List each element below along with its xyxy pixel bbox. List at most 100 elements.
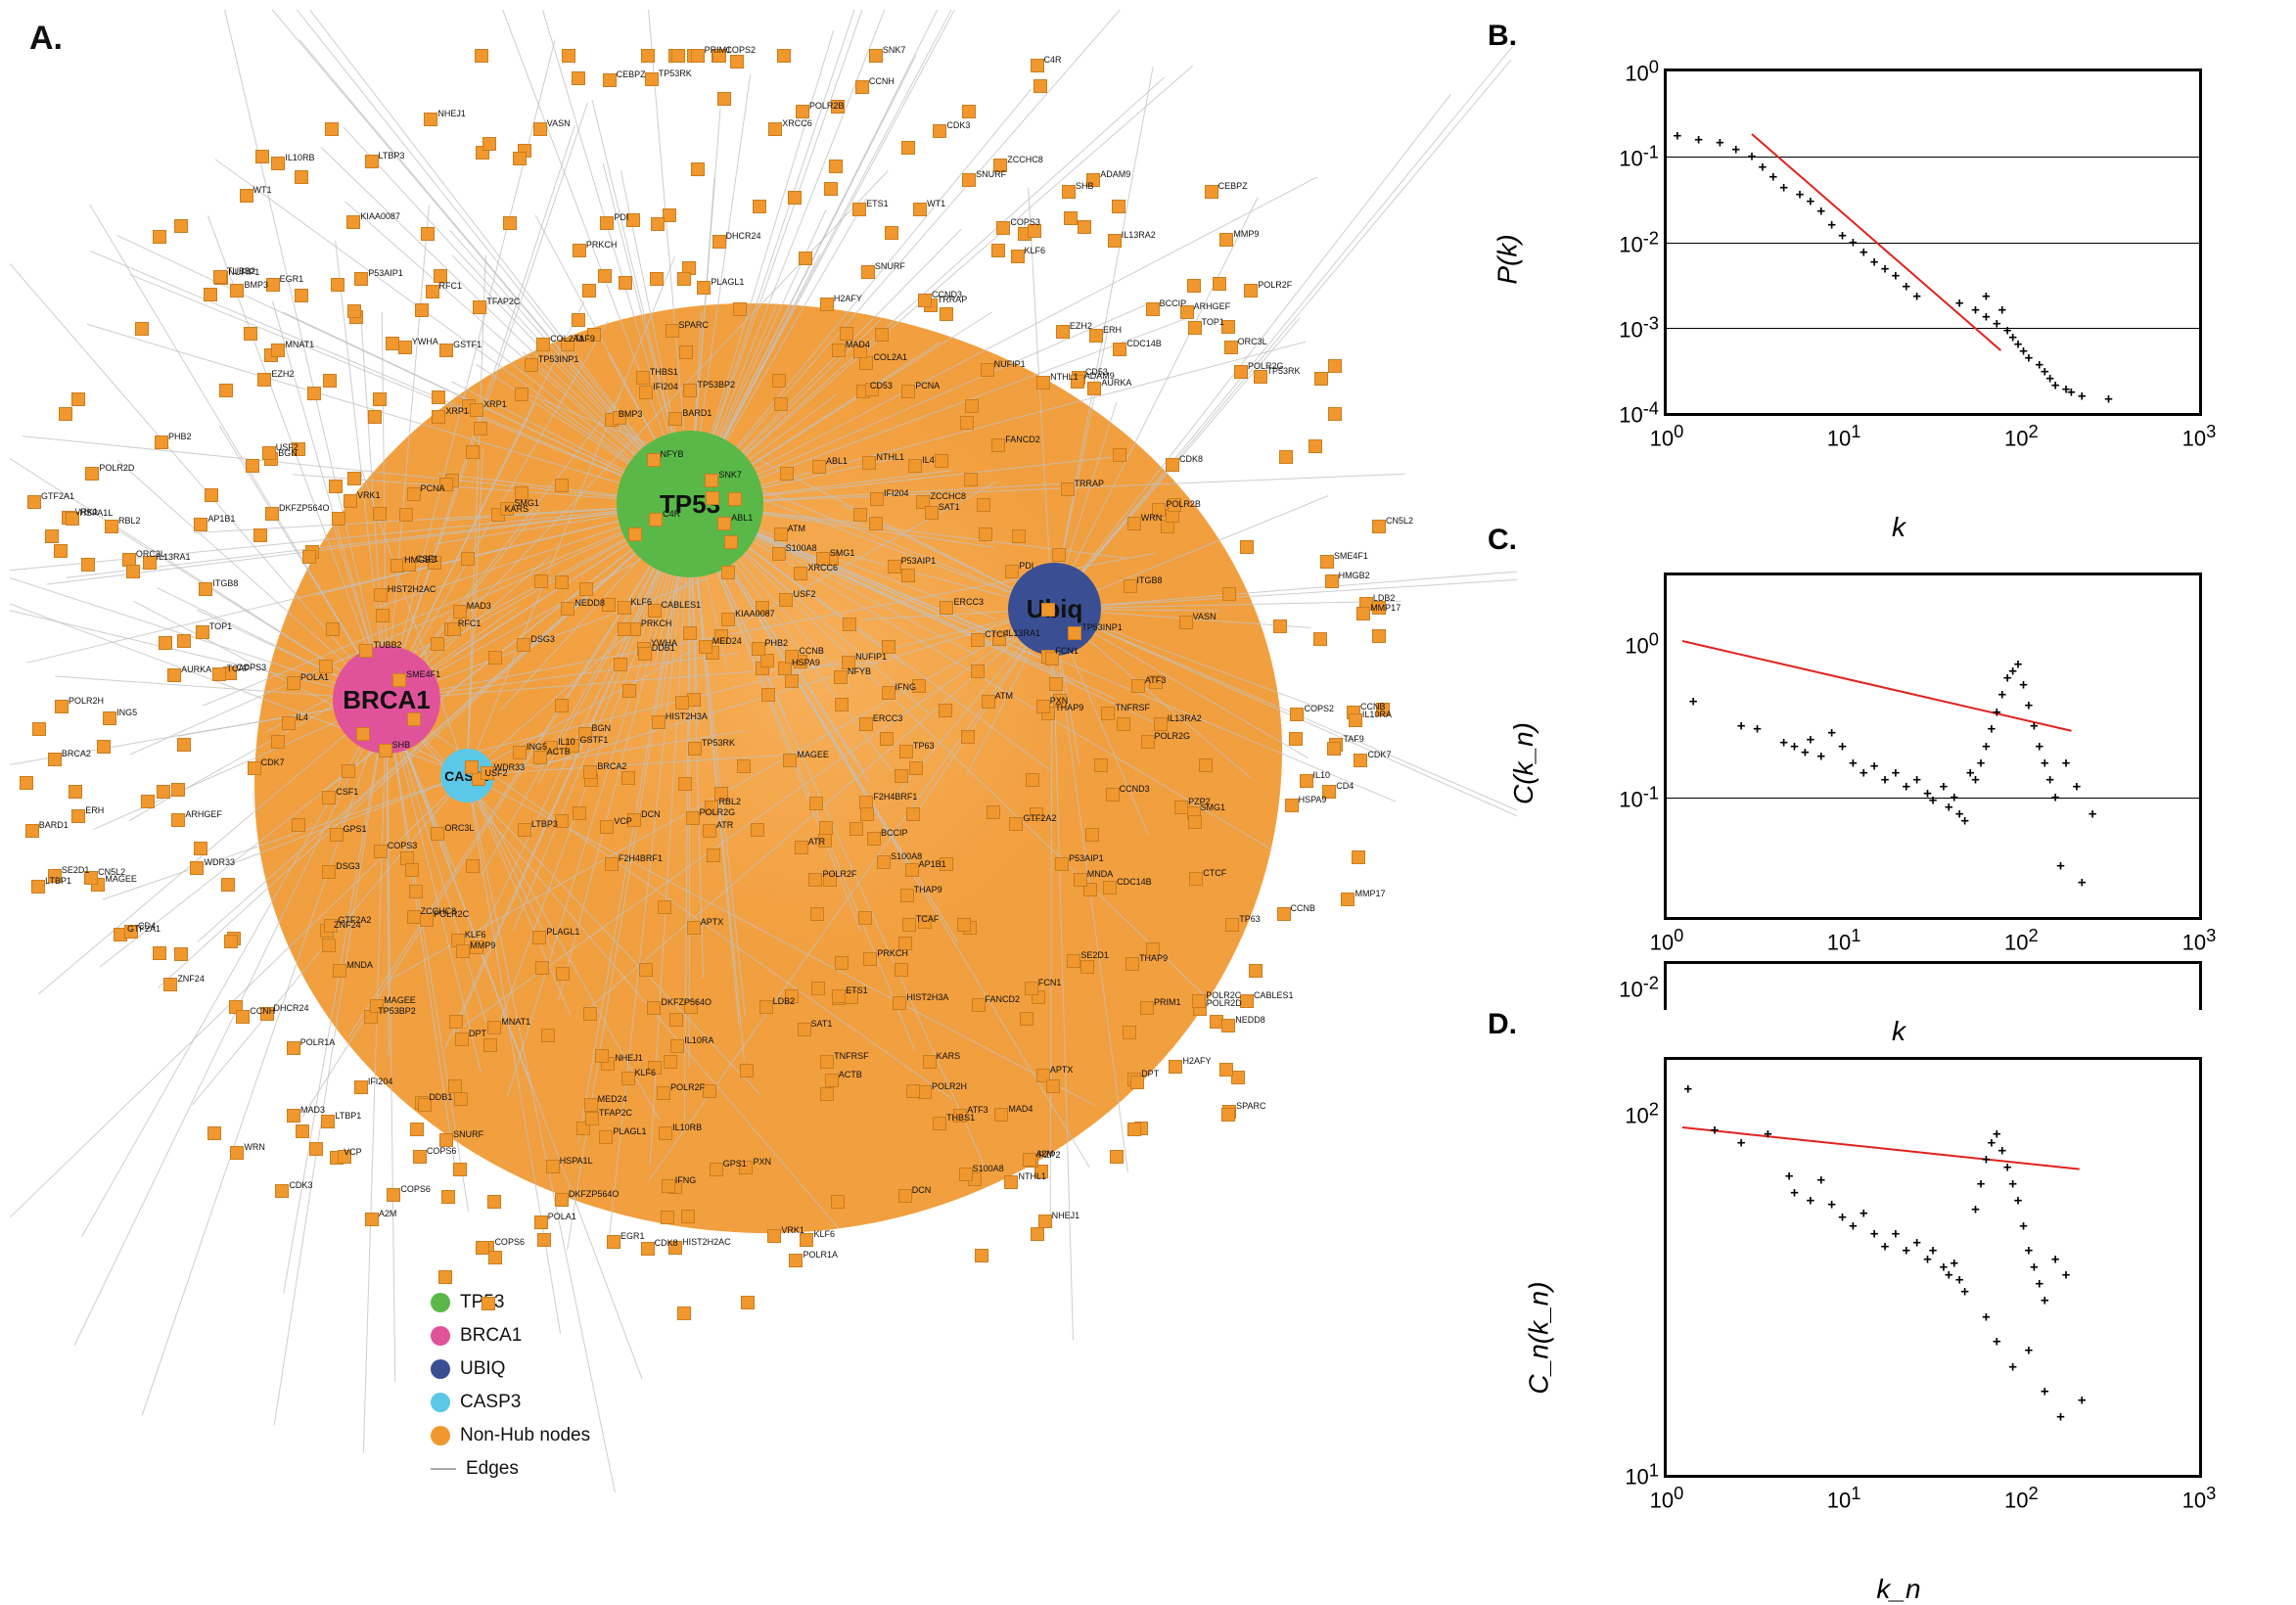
gene-node[interactable] <box>1141 735 1155 749</box>
gene-node[interactable] <box>607 1235 620 1249</box>
gene-node[interactable] <box>488 1251 502 1264</box>
gene-node[interactable] <box>628 527 642 541</box>
gene-node[interactable] <box>365 1213 379 1226</box>
gene-node[interactable] <box>583 1007 597 1021</box>
gene-node[interactable] <box>831 100 845 114</box>
gene-node[interactable] <box>287 1109 300 1123</box>
gene-node[interactable] <box>666 324 679 338</box>
gene-node[interactable] <box>387 1188 400 1202</box>
gene-node[interactable] <box>1062 185 1076 199</box>
gene-node[interactable] <box>562 49 575 63</box>
gene-node[interactable] <box>1131 679 1145 693</box>
gene-node[interactable] <box>556 967 570 981</box>
gene-node[interactable] <box>699 640 712 654</box>
gene-node[interactable] <box>573 806 586 820</box>
gene-node[interactable] <box>20 776 33 790</box>
gene-node[interactable] <box>1106 788 1120 802</box>
gene-node[interactable] <box>561 602 574 616</box>
gene-node[interactable] <box>661 1211 674 1224</box>
gene-node[interactable] <box>1031 1227 1044 1241</box>
gene-node[interactable] <box>81 558 95 572</box>
gene-node[interactable] <box>712 49 726 63</box>
gene-node[interactable] <box>456 944 470 958</box>
gene-node[interactable] <box>271 735 285 749</box>
gene-node[interactable] <box>1125 957 1139 971</box>
gene-node[interactable] <box>329 480 343 493</box>
gene-node[interactable] <box>1033 79 1047 93</box>
gene-node[interactable] <box>979 527 992 541</box>
gene-node[interactable] <box>860 807 874 821</box>
gene-node[interactable] <box>918 294 932 307</box>
gene-node[interactable] <box>703 1084 716 1098</box>
gene-node[interactable] <box>977 498 990 512</box>
gene-node[interactable] <box>292 818 305 832</box>
gene-node[interactable] <box>248 761 261 775</box>
gene-node[interactable] <box>573 244 586 257</box>
gene-node[interactable] <box>697 281 711 295</box>
gene-node[interactable] <box>852 203 866 216</box>
gene-node[interactable] <box>820 298 834 311</box>
gene-node[interactable] <box>940 307 953 321</box>
gene-node[interactable] <box>850 822 863 836</box>
gene-node[interactable] <box>236 1010 250 1024</box>
gene-node[interactable] <box>432 390 445 404</box>
gene-node[interactable] <box>431 637 444 651</box>
gene-node[interactable] <box>409 885 423 898</box>
gene-node[interactable] <box>325 122 339 136</box>
gene-node[interactable] <box>466 859 480 873</box>
gene-node[interactable] <box>307 387 321 400</box>
gene-node[interactable] <box>824 182 838 196</box>
gene-node[interactable] <box>964 473 978 486</box>
gene-node[interactable] <box>266 278 280 292</box>
gene-node[interactable] <box>962 173 976 187</box>
gene-node[interactable] <box>752 642 765 656</box>
gene-node[interactable] <box>638 647 652 661</box>
gene-node[interactable] <box>1277 907 1291 921</box>
gene-node[interactable] <box>1045 652 1059 665</box>
gene-node[interactable] <box>167 668 181 682</box>
gene-node[interactable] <box>55 700 69 713</box>
gene-node[interactable] <box>1146 302 1160 316</box>
gene-node[interactable] <box>681 1210 695 1223</box>
gene-node[interactable] <box>1028 224 1041 238</box>
gene-node[interactable] <box>465 760 479 774</box>
gene-node[interactable] <box>1352 850 1365 864</box>
gene-node[interactable] <box>482 1297 495 1310</box>
gene-node[interactable] <box>174 947 188 961</box>
gene-node[interactable] <box>532 931 546 944</box>
gene-node[interactable] <box>407 712 421 726</box>
gene-node[interactable] <box>1320 555 1334 569</box>
gene-node[interactable] <box>658 900 671 914</box>
gene-node[interactable] <box>710 1163 723 1176</box>
gene-node[interactable] <box>1328 359 1342 373</box>
gene-node[interactable] <box>171 783 185 797</box>
gene-node[interactable] <box>1146 942 1160 956</box>
gene-node[interactable] <box>867 832 881 846</box>
gene-node[interactable] <box>424 113 437 126</box>
gene-node[interactable] <box>905 863 919 877</box>
gene-node[interactable] <box>812 460 826 474</box>
gene-node[interactable] <box>483 1038 497 1052</box>
gene-node[interactable] <box>900 889 914 902</box>
gene-node[interactable] <box>448 1079 462 1093</box>
gene-node[interactable] <box>639 963 653 977</box>
gene-node[interactable] <box>1166 458 1179 472</box>
gene-node[interactable] <box>957 918 971 932</box>
gene-node[interactable] <box>619 276 632 290</box>
gene-node[interactable] <box>774 397 788 411</box>
gene-node[interactable] <box>439 478 453 491</box>
gene-node[interactable] <box>517 638 530 652</box>
gene-node[interactable] <box>774 527 788 541</box>
gene-node[interactable] <box>600 216 614 230</box>
gene-node[interactable] <box>991 244 1005 257</box>
gene-node[interactable] <box>691 162 705 176</box>
gene-node[interactable] <box>1169 1060 1182 1074</box>
gene-node[interactable] <box>832 344 846 357</box>
gene-node[interactable] <box>918 915 932 929</box>
gene-node[interactable] <box>1020 1012 1033 1026</box>
gene-node[interactable] <box>48 869 62 883</box>
gene-node[interactable] <box>751 823 764 837</box>
gene-node[interactable] <box>515 486 528 500</box>
gene-node[interactable] <box>585 1112 599 1125</box>
gene-node[interactable] <box>541 1029 555 1042</box>
